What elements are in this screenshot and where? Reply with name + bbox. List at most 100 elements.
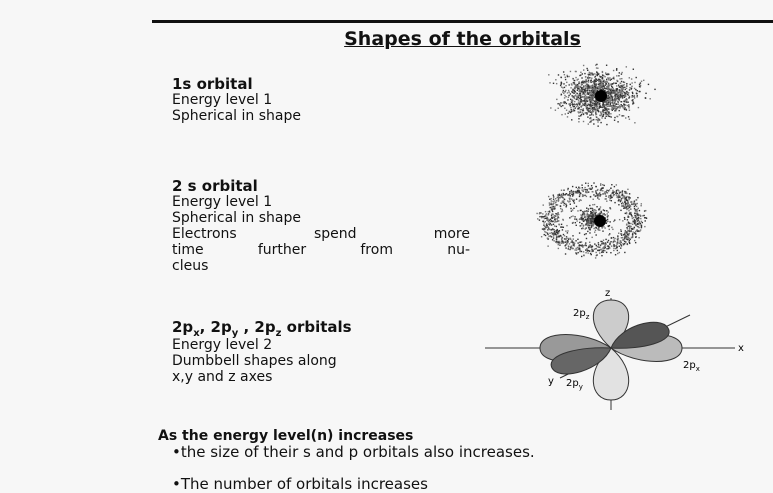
- cloud-dot: [578, 94, 579, 95]
- cloud-dot: [617, 91, 618, 92]
- cloud-dot: [565, 77, 566, 78]
- cloud-dot: [556, 239, 557, 240]
- cloud-dot: [628, 202, 629, 203]
- cloud-dot: [555, 202, 556, 203]
- cloud-dot: [595, 215, 596, 216]
- cloud-dot: [601, 78, 602, 79]
- cloud-dot: [590, 121, 591, 122]
- cloud-dot: [587, 249, 588, 250]
- cloud-dot: [629, 119, 630, 120]
- cloud-dot: [601, 250, 602, 251]
- cloud-dot: [627, 94, 628, 95]
- cloud-dot: [611, 197, 612, 198]
- cloud-dot: [595, 210, 596, 211]
- cloud-dot: [549, 229, 550, 230]
- cloud-dot: [594, 243, 595, 244]
- cloud-dot: [609, 244, 610, 245]
- cloud-dot: [539, 213, 540, 214]
- cloud-dot: [558, 200, 559, 201]
- cloud-dot: [592, 220, 593, 221]
- cloud-dot: [621, 78, 622, 79]
- cloud-dot: [563, 83, 564, 84]
- cloud-dot: [553, 195, 554, 196]
- cloud-dot: [580, 214, 581, 215]
- cloud-dot: [606, 200, 607, 201]
- cloud-dot: [617, 243, 618, 244]
- cloud-dot: [593, 213, 594, 214]
- cloud-dot: [623, 84, 624, 85]
- cloud-dot: [575, 77, 576, 78]
- cloud-dot: [621, 81, 622, 82]
- cloud-dot: [637, 197, 638, 198]
- cloud-dot: [568, 248, 569, 249]
- cloud-dot: [579, 75, 580, 76]
- cloud-dot: [561, 190, 562, 191]
- cloud-dot: [557, 197, 558, 198]
- cloud-dot: [628, 92, 629, 93]
- cloud-dot: [615, 91, 616, 92]
- cloud-dot: [571, 191, 572, 192]
- cloud-dot: [578, 106, 579, 107]
- cloud-dot: [636, 93, 637, 94]
- cloud-dot: [596, 119, 597, 120]
- cloud-dot: [641, 221, 642, 222]
- cloud-dot: [624, 200, 625, 201]
- cloud-dot: [608, 211, 609, 212]
- cloud-dot: [608, 240, 609, 241]
- cloud-dot: [593, 91, 594, 92]
- cloud-dot: [596, 245, 597, 246]
- cloud-dot: [570, 105, 571, 106]
- cloud-dot: [609, 116, 610, 117]
- cloud-dot: [643, 215, 644, 216]
- cloud-dot: [564, 74, 565, 75]
- cloud-dot: [570, 195, 571, 196]
- cloud-dot: [631, 214, 632, 215]
- cloud-dot: [560, 77, 561, 78]
- cloud-dot: [603, 251, 604, 252]
- cloud-dot: [553, 235, 554, 236]
- cloud-dot: [561, 226, 562, 227]
- cloud-dot: [634, 97, 635, 98]
- cloud-dot: [609, 243, 610, 244]
- cloud-dot: [592, 246, 593, 247]
- cloud-dot: [572, 209, 573, 210]
- cloud-dot: [630, 84, 631, 85]
- cloud-dot: [617, 94, 618, 95]
- cloud-dot: [589, 91, 590, 92]
- cloud-dot: [576, 249, 577, 250]
- cloud-dot: [581, 189, 582, 190]
- cloud-dot: [579, 222, 580, 223]
- cloud-dot: [592, 218, 593, 219]
- cloud-dot: [579, 116, 580, 117]
- cloud-dot: [556, 99, 557, 100]
- cloud-dot: [628, 210, 629, 211]
- cloud-dot: [570, 107, 571, 108]
- cloud-dot: [551, 232, 552, 233]
- cloud-dot: [627, 205, 628, 206]
- cloud-dot: [546, 213, 547, 214]
- cloud-dot: [629, 96, 630, 97]
- cloud-dot: [598, 74, 599, 75]
- cloud-dot: [622, 202, 623, 203]
- cloud-dot: [626, 99, 627, 100]
- cloud-dot: [587, 225, 588, 226]
- cloud-dot: [562, 209, 563, 210]
- cloud-dot: [593, 107, 594, 108]
- cloud-dot: [626, 193, 627, 194]
- cloud-dot: [582, 217, 583, 218]
- cloud-dot: [610, 89, 611, 90]
- cloud-dot: [595, 234, 596, 235]
- cloud-dot: [624, 93, 625, 94]
- cloud-dot: [548, 223, 549, 224]
- cloud-dot: [606, 79, 607, 80]
- cloud-dot: [619, 100, 620, 101]
- cloud-dot: [552, 201, 553, 202]
- cloud-dot: [591, 120, 592, 121]
- cloud-dot: [548, 238, 549, 239]
- cloud-dot: [560, 197, 561, 198]
- cloud-dot: [570, 87, 571, 88]
- cloud-dot: [621, 115, 622, 116]
- cloud-dot: [583, 65, 584, 66]
- cloud-dot: [631, 201, 632, 202]
- cloud-dot: [635, 204, 636, 205]
